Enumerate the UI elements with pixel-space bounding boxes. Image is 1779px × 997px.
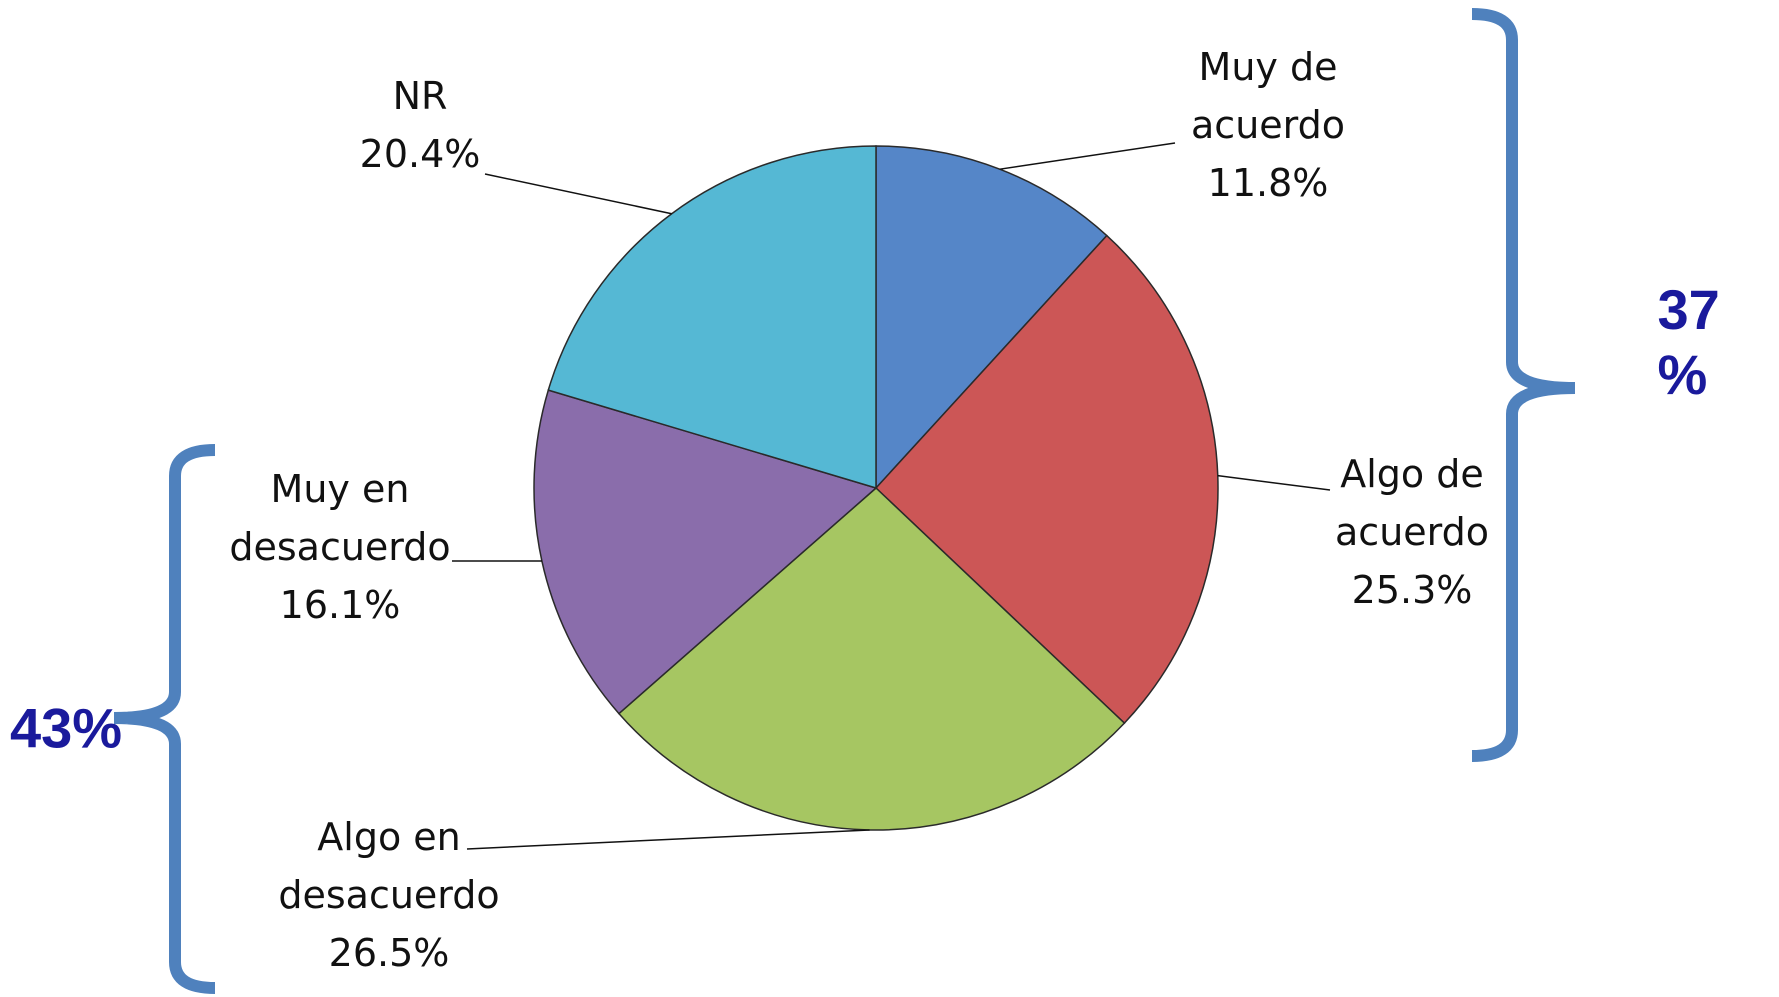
slice-label: Muy de acuerdo 11.8% <box>1158 38 1378 212</box>
slice-label: Algo en desacuerdo 26.5% <box>259 808 519 982</box>
category-label: Muy de acuerdo <box>1191 45 1345 147</box>
slice-label: NR 20.4% <box>320 67 520 183</box>
annotation: 37 % <box>1657 278 1720 406</box>
leader-line <box>484 173 672 215</box>
leader-line <box>999 142 1176 170</box>
value-label: 11.8% <box>1207 161 1329 205</box>
value-label: 16.1% <box>279 583 401 627</box>
annotation: 43% <box>9 696 123 760</box>
slice-label: Algo de acuerdo 25.3% <box>1302 445 1522 619</box>
pie-slice <box>533 389 878 715</box>
category-label: Algo en desacuerdo <box>278 815 500 917</box>
pie-slice <box>617 486 1126 831</box>
leader-line <box>466 829 870 850</box>
category-label: Muy en desacuerdo <box>229 467 451 569</box>
pie-slice <box>547 145 877 490</box>
category-label: Algo de acuerdo <box>1335 452 1489 554</box>
value-label: 26.5% <box>328 931 450 975</box>
value-label: 20.4% <box>359 132 481 176</box>
right-brace <box>1471 8 1576 762</box>
leader-line <box>1217 474 1331 491</box>
slice-label: Muy en desacuerdo 16.1% <box>210 460 470 634</box>
value-label: 25.3% <box>1351 568 1473 612</box>
category-label: NR <box>392 74 448 118</box>
left-brace <box>113 444 216 994</box>
pie-slice <box>875 145 1108 490</box>
